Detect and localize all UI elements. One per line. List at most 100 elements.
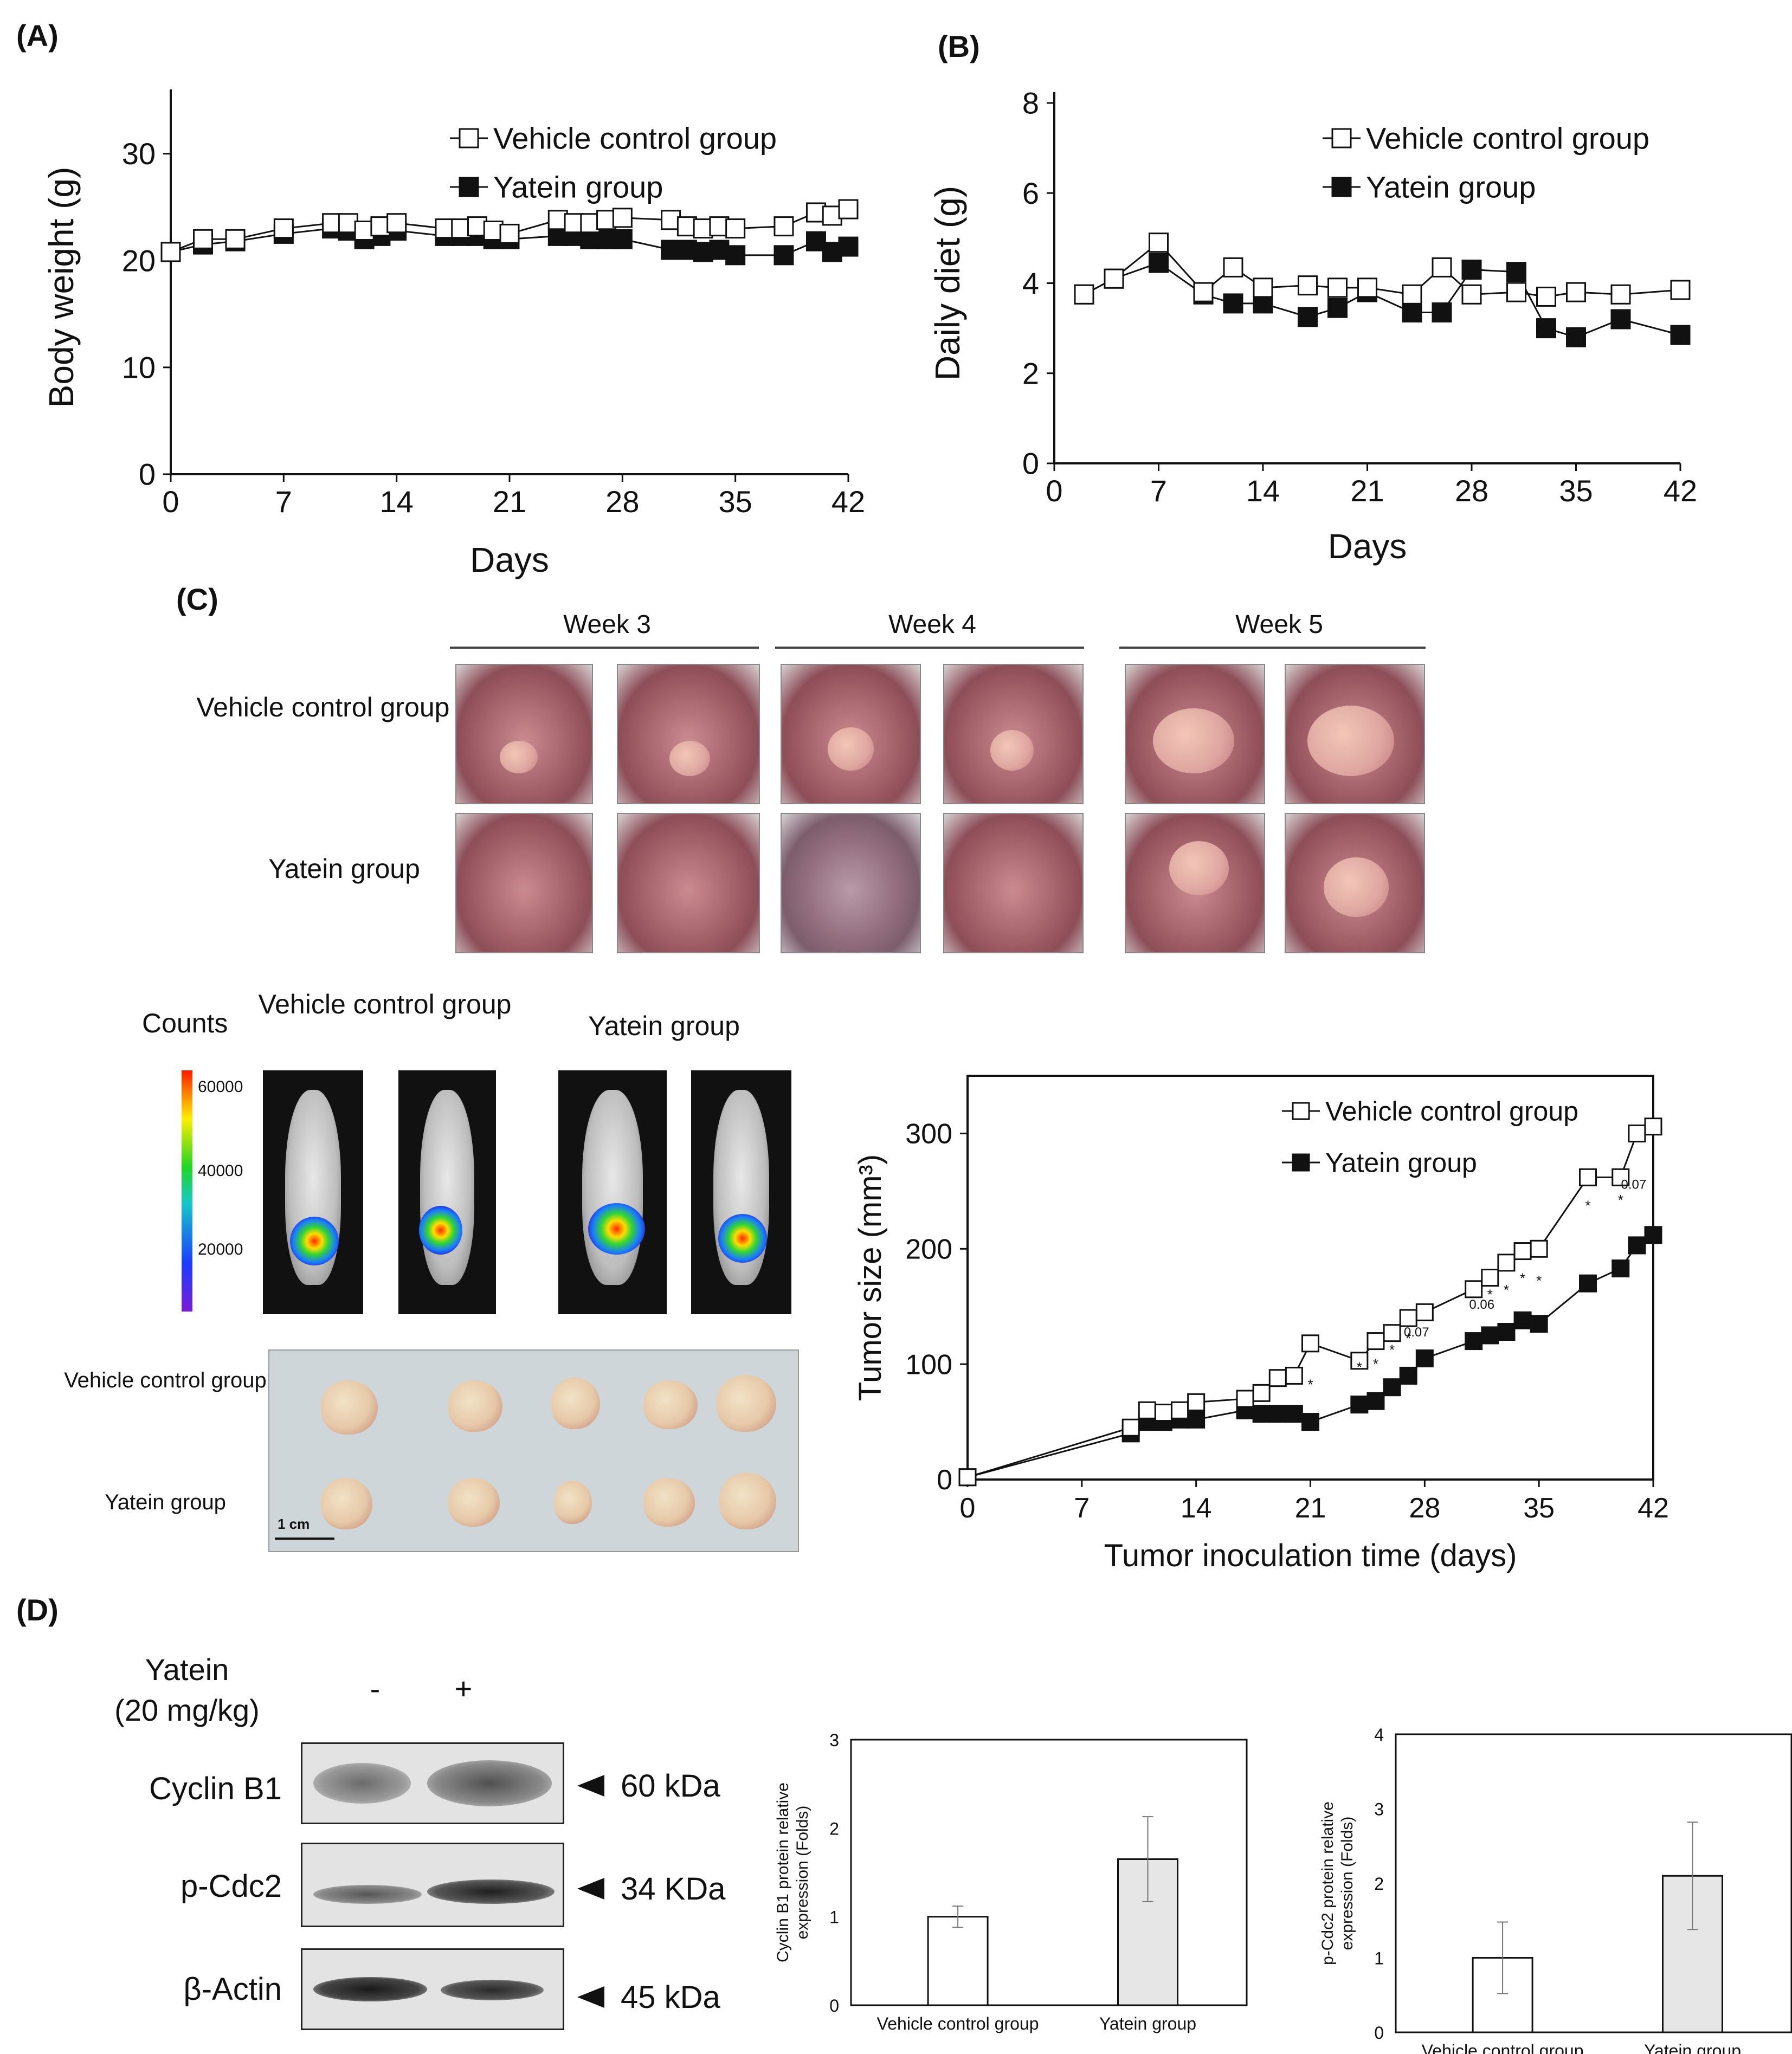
data-point: [1402, 284, 1422, 305]
photo-vehicle-week5-b: [1285, 664, 1425, 804]
ivis-yatein-mouse-1: [558, 1070, 667, 1314]
data-point: [1187, 1410, 1206, 1429]
week-4-header: Week 4: [888, 610, 976, 639]
panel-label-a: (A): [16, 18, 59, 53]
data-point: [1536, 286, 1556, 307]
data-point: [1383, 1324, 1401, 1342]
x-tick-label: Yatein group: [1644, 2041, 1741, 2054]
arrow-pcdc2: [577, 1878, 604, 1900]
marker-pcdc2: 34 KDa: [621, 1871, 726, 1907]
colorbar-tick-40000: 40000: [198, 1162, 243, 1180]
data-point: [1399, 1309, 1417, 1327]
arrow-cyclin-b1: [577, 1775, 604, 1797]
blot-label-pcdc2: p-Cdc2: [181, 1869, 282, 1904]
photo-vehicle-week4-a: [781, 664, 921, 804]
legend-marker: [1292, 1153, 1310, 1172]
data-point: [1465, 1332, 1483, 1351]
data-point: [1298, 275, 1318, 296]
data-point: [773, 245, 794, 266]
data-point: [1644, 1118, 1662, 1136]
blot-cyclin-b1: [301, 1742, 564, 1824]
scale-bar: [275, 1538, 334, 1540]
data-point: [1497, 1254, 1516, 1272]
data-point: [1301, 1413, 1319, 1431]
blot-label-cyclin-b1: Cyclin B1: [149, 1771, 282, 1806]
data-point: [225, 229, 246, 249]
week-3-header: Week 3: [563, 610, 651, 639]
legend-label: Vehicle control group: [1366, 121, 1649, 156]
y-tick-label: 4: [1022, 266, 1039, 300]
data-point: [1506, 262, 1526, 282]
tumor-size-chart: 0 7 14 21 28 35 42 0 100 200 300 Tumor inoculation …: [853, 1075, 1669, 1573]
x-tick-label: 0: [960, 1493, 976, 1524]
panel-label-d: (D): [16, 1593, 59, 1627]
legend-label: Vehicle control group: [1325, 1096, 1578, 1127]
y-tick-label: 0: [829, 1996, 839, 2016]
legend-label: Vehicle control group: [493, 121, 777, 156]
data-point: [1481, 1269, 1499, 1287]
data-point: [1285, 1405, 1303, 1423]
significance-star: *: [1487, 1287, 1493, 1303]
x-tick-label: 0: [1046, 474, 1062, 508]
y-tick-label: 2: [829, 1819, 839, 1838]
data-point: [1415, 1349, 1434, 1367]
y-tick-label: 4: [1374, 1725, 1384, 1745]
y-tick-label: 0: [1022, 447, 1039, 481]
minus-sign: -: [370, 1671, 381, 1706]
data-point: [1513, 1242, 1532, 1261]
data-point: [1350, 1396, 1369, 1414]
body-weight-chart: 0 7 14 21 28 35 42 0 10 20 30 Days Body weight (g) Ve…: [42, 89, 865, 579]
pvalue-annotation: 0.07: [1404, 1325, 1429, 1340]
data-point: [612, 229, 633, 249]
x-tick-label: Yatein group: [1099, 2014, 1196, 2033]
data-point: [1628, 1236, 1646, 1255]
x-axis-label: Days: [1328, 527, 1407, 566]
y-axis-label-line2: expression (Folds): [1338, 1817, 1356, 1950]
y-tick-label: 10: [122, 350, 156, 384]
data-point: [386, 213, 407, 234]
x-tick-label: 42: [1664, 474, 1697, 508]
data-point: [1223, 293, 1243, 314]
panel-label-b: (B): [938, 29, 980, 63]
pvalue-annotation: 0.07: [1621, 1178, 1646, 1192]
row-label-vehicle-line1: Vehicle control group: [197, 692, 450, 722]
data-point: [1327, 298, 1348, 318]
y-axis-label-line2: expression (Folds): [794, 1806, 811, 1940]
significance-star: *: [1357, 1359, 1362, 1375]
y-tick-label: 0: [139, 457, 156, 492]
data-point: [1350, 1352, 1369, 1370]
plot-frame: [850, 1739, 1248, 2006]
data-point: [1461, 260, 1482, 280]
data-point: [1301, 1334, 1319, 1353]
significance-star: *: [1520, 1270, 1525, 1287]
tumor-row-label-vehicle: Vehicle control group: [64, 1368, 267, 1392]
legend-marker: [1331, 128, 1352, 148]
data-point: [273, 218, 294, 239]
y-tick-label: 1: [1374, 1949, 1384, 1968]
data-point: [1327, 277, 1348, 298]
data-point: [1154, 1404, 1172, 1422]
x-tick-label: Vehicle control group: [1422, 2041, 1584, 2054]
x-tick-label: 21: [1350, 474, 1384, 508]
legend-marker: [459, 128, 479, 148]
data-point: [1530, 1239, 1548, 1258]
legend-marker: [1292, 1102, 1310, 1120]
y-axis-label: Body weight (g): [42, 167, 81, 408]
y-tick-label: 2: [1374, 1874, 1384, 1894]
daily-diet-chart: 0 7 14 21 28 35 42 0 2 4 6 8 Days Daily diet (g) Vehic…: [928, 86, 1697, 566]
photo-vehicle-week4-b: [943, 664, 1084, 804]
significance-star: *: [1389, 1342, 1395, 1358]
data-point: [1461, 284, 1482, 305]
y-tick-label: 100: [905, 1349, 952, 1380]
plus-sign: +: [455, 1671, 473, 1706]
data-point: [1268, 1369, 1287, 1387]
data-point: [1610, 284, 1631, 305]
data-point: [612, 208, 633, 228]
y-tick-label: 20: [122, 243, 156, 277]
photo-yatein-week4-a: [781, 813, 921, 953]
data-point: [725, 218, 746, 239]
x-tick-label: 28: [605, 485, 639, 519]
data-point: [1138, 1401, 1156, 1419]
data-point: [1579, 1274, 1597, 1293]
